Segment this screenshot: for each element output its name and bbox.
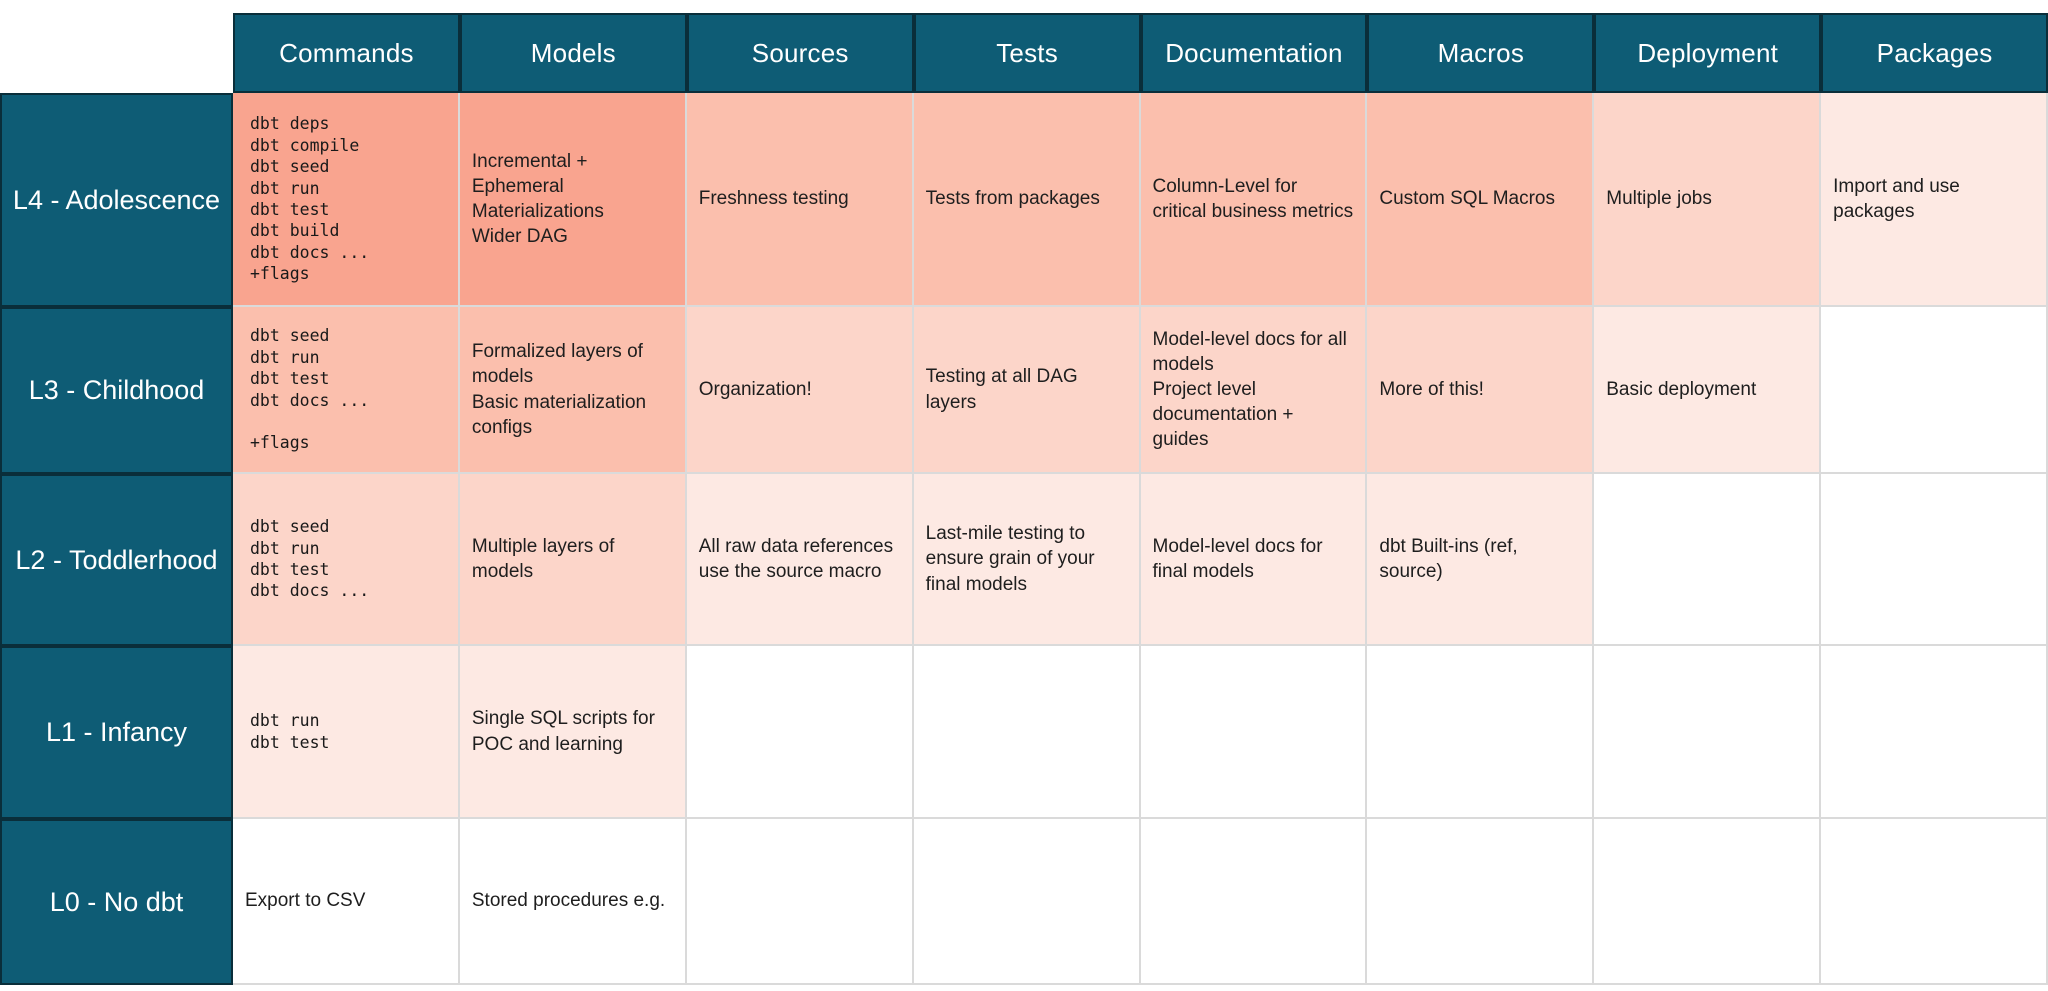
- row-label-l4: L4 - Adolescence: [0, 93, 233, 307]
- cell-l4-macros: Custom SQL Macros: [1367, 93, 1595, 307]
- column-header-sources: Sources: [686, 13, 914, 93]
- cell-l4-documentation: Column-Level for critical business metri…: [1140, 93, 1368, 307]
- cell-l2-deployment: [1594, 474, 1822, 646]
- cell-l0-tests: [913, 819, 1141, 985]
- maturity-matrix-table: Commands Models Sources Tests Documentat…: [0, 13, 2048, 985]
- cell-l2-tests: Last-mile testing to ensure grain of you…: [913, 474, 1141, 646]
- cell-l0-sources: [686, 819, 914, 985]
- cell-l2-models: Multiple layers of models: [459, 474, 687, 646]
- cell-l4-packages: Import and use packages: [1821, 93, 2048, 307]
- cell-l1-tests: [913, 646, 1141, 819]
- cell-l1-macros: [1367, 646, 1595, 819]
- cell-l4-models: Incremental + Ephemeral Materializations…: [459, 93, 687, 307]
- column-header-macros: Macros: [1367, 13, 1595, 93]
- row-label-l3: L3 - Childhood: [0, 307, 233, 474]
- cell-l0-models: Stored procedures e.g.: [459, 819, 687, 985]
- cell-l0-packages: [1821, 819, 2048, 985]
- cell-l4-commands: dbt deps dbt compile dbt seed dbt run db…: [233, 93, 460, 307]
- row-label-l0: L0 - No dbt: [0, 819, 233, 985]
- cell-l3-documentation: Model-level docs for all models Project …: [1140, 307, 1368, 474]
- column-header-tests: Tests: [913, 13, 1141, 93]
- cell-l2-packages: [1821, 474, 2048, 646]
- cell-l3-models: Formalized layers of models Basic materi…: [459, 307, 687, 474]
- cell-l3-sources: Organization!: [686, 307, 914, 474]
- cell-l4-deployment: Multiple jobs: [1594, 93, 1822, 307]
- cell-l1-packages: [1821, 646, 2048, 819]
- cell-l2-macros: dbt Built-ins (ref, source): [1367, 474, 1595, 646]
- cell-l2-commands: dbt seed dbt run dbt test dbt docs ...: [233, 474, 460, 646]
- row-label-l1: L1 - Infancy: [0, 646, 233, 819]
- cell-l4-tests: Tests from packages: [913, 93, 1141, 307]
- cell-l3-packages: [1821, 307, 2048, 474]
- cell-l2-sources: All raw data references use the source m…: [686, 474, 914, 646]
- cell-l0-documentation: [1140, 819, 1368, 985]
- column-header-documentation: Documentation: [1140, 13, 1368, 93]
- column-header-models: Models: [459, 13, 687, 93]
- cell-l0-commands: Export to CSV: [233, 819, 460, 985]
- cell-l3-tests: Testing at all DAG layers: [913, 307, 1141, 474]
- cell-l1-documentation: [1140, 646, 1368, 819]
- column-header-packages: Packages: [1821, 13, 2048, 93]
- cell-l0-macros: [1367, 819, 1595, 985]
- cell-l4-sources: Freshness testing: [686, 93, 914, 307]
- column-header-commands: Commands: [233, 13, 460, 93]
- column-header-deployment: Deployment: [1594, 13, 1822, 93]
- cell-l1-sources: [686, 646, 914, 819]
- cell-l2-documentation: Model-level docs for final models: [1140, 474, 1368, 646]
- cell-l3-macros: More of this!: [1367, 307, 1595, 474]
- cell-l3-commands: dbt seed dbt run dbt test dbt docs ... +…: [233, 307, 460, 474]
- cell-l0-deployment: [1594, 819, 1822, 985]
- cell-l1-deployment: [1594, 646, 1822, 819]
- row-label-l2: L2 - Toddlerhood: [0, 474, 233, 646]
- cell-l3-deployment: Basic deployment: [1594, 307, 1822, 474]
- corner-spacer: [0, 13, 233, 93]
- cell-l1-models: Single SQL scripts for POC and learning: [459, 646, 687, 819]
- cell-l1-commands: dbt run dbt test: [233, 646, 460, 819]
